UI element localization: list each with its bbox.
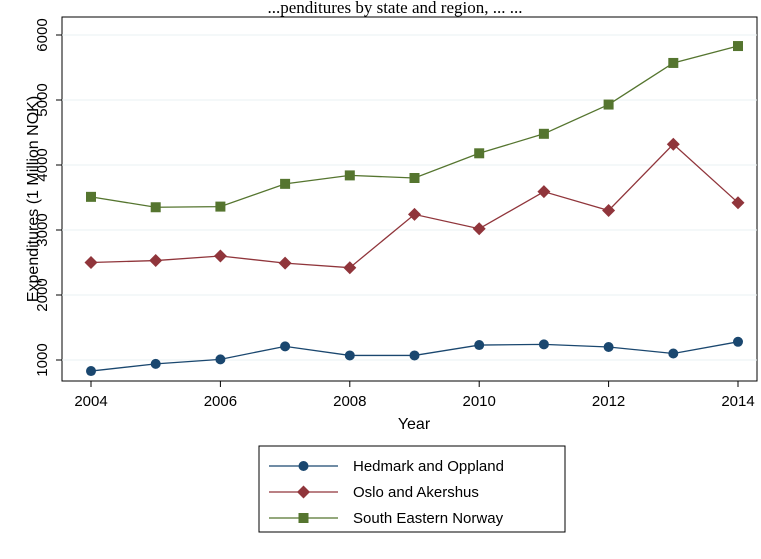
data-point (409, 173, 420, 183)
data-point (603, 99, 614, 110)
data-point (602, 204, 616, 217)
data-point (280, 341, 291, 352)
legend-item: Oslo and Akershus (269, 484, 479, 501)
data-point (150, 358, 161, 369)
series-oslo-and-akershus (84, 137, 745, 275)
data-point (474, 148, 485, 159)
data-point (603, 342, 614, 352)
chart-title: ...penditures by state and region, ... .… (268, 0, 523, 17)
data-point (474, 340, 485, 351)
y-tick-label: 6000 (34, 18, 51, 51)
data-point (733, 336, 743, 347)
data-point (731, 196, 745, 210)
legend-marker (298, 461, 309, 471)
data-point (344, 170, 355, 181)
x-tick-label: 2012 (592, 393, 625, 410)
series-south-eastern-norway (86, 41, 743, 213)
data-point (215, 201, 226, 212)
x-tick-label: 2006 (204, 393, 237, 410)
x-tick-label: 2004 (74, 393, 107, 410)
x-axis-ticks: 2004 2006 2008 2010 2012 2014 (74, 381, 755, 410)
legend-item: Hedmark and Oppland (269, 458, 504, 475)
data-point (472, 222, 486, 236)
y-axis-label: Expenditures (1 Million NOK) (25, 96, 42, 302)
data-point (213, 249, 227, 263)
y-tick-label: 2000 (34, 278, 51, 311)
data-point (84, 256, 98, 269)
legend-marker (298, 513, 309, 523)
data-point (538, 339, 549, 350)
legend-items: Hedmark and Oppland Oslo and Akershus Sout… (269, 458, 504, 527)
y-tick-label: 1000 (34, 343, 51, 376)
x-tick-label: 2010 (463, 393, 496, 410)
y-axis-ticks: 1000 2000 3000 4000 5000 6000 (34, 18, 62, 377)
data-point (215, 354, 226, 365)
data-point (150, 202, 161, 213)
data-point (86, 366, 96, 377)
y-tick-label: 4000 (34, 148, 51, 181)
data-point (344, 350, 355, 361)
legend-label: South Eastern Norway (353, 510, 504, 527)
data-point (149, 254, 163, 268)
x-tick-label: 2008 (333, 393, 366, 410)
legend-item: South Eastern Norway (269, 510, 504, 527)
data-point (86, 191, 96, 202)
legend-marker (297, 485, 310, 499)
data-point (733, 41, 743, 52)
legend-label: Hedmark and Oppland (353, 458, 504, 475)
data-point (668, 57, 679, 68)
data-point (537, 185, 551, 199)
data-point (408, 207, 421, 221)
legend: Hedmark and Oppland Oslo and Akershus Sout… (258, 445, 566, 533)
x-tick-label: 2014 (721, 393, 754, 410)
data-point (343, 261, 357, 275)
gridlines (62, 34, 757, 361)
series-group (84, 41, 745, 377)
legend-label: Oslo and Akershus (353, 484, 479, 501)
series-hedmark-and-oppland (86, 336, 743, 377)
data-point (668, 348, 679, 359)
plot-area (61, 16, 758, 382)
data-point (666, 137, 680, 151)
data-point (280, 178, 291, 189)
x-axis-label: Year (398, 416, 431, 433)
data-point (538, 128, 549, 139)
y-tick-label: 5000 (34, 83, 51, 116)
y-tick-label: 3000 (34, 213, 51, 246)
data-point (409, 350, 420, 361)
data-point (278, 256, 292, 270)
